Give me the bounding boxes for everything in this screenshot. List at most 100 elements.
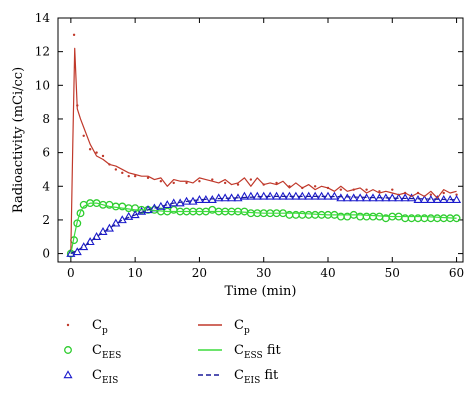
legend-label: Cp: [92, 318, 108, 336]
ceis-point: [336, 193, 346, 202]
legend-label-sub: p: [244, 326, 250, 336]
cp-point: [95, 151, 98, 154]
legend-label: CESS fit: [234, 343, 282, 361]
series-line: [70, 195, 457, 255]
cp-point: [198, 180, 201, 183]
legend-label-main: C: [234, 318, 244, 333]
y-tick-label: 2: [42, 213, 50, 227]
y-axis-label: Radioactivity (mCi/cc): [11, 67, 26, 213]
cp-point: [249, 178, 253, 181]
ceis-point: [214, 193, 224, 202]
x-tick-label: 50: [385, 266, 400, 280]
plot-frame: [57, 17, 464, 263]
cp-point: [211, 178, 214, 181]
cp-point: [365, 188, 368, 191]
legend-label-main: C: [92, 368, 102, 383]
cp-point: [455, 193, 458, 196]
ceis-point: [85, 237, 95, 246]
ceis-point: [239, 191, 249, 200]
cees-point: [336, 212, 345, 221]
ceis-point: [252, 191, 262, 200]
legend-label: Cp: [234, 318, 250, 336]
legend-label-sub: p: [102, 326, 108, 336]
cp-point: [313, 185, 317, 188]
series-group: [66, 33, 462, 258]
legend-label: CEIS: [92, 368, 118, 386]
cees-point: [304, 210, 313, 219]
ceis-point: [188, 196, 198, 205]
legend-label-main: C: [234, 343, 244, 358]
cp-point: [442, 191, 445, 195]
x-axis-label: Time (min): [225, 284, 297, 299]
series-cess-fit-solid: [70, 202, 457, 254]
x-tick-label: 30: [256, 266, 271, 280]
legend-label-main: C: [92, 318, 102, 333]
legend-label-sub: EES: [102, 351, 121, 361]
cees-point: [76, 209, 85, 218]
cees-point: [208, 205, 217, 214]
cp-point: [223, 181, 227, 185]
cp-point: [101, 154, 105, 158]
cp-point: [121, 171, 124, 175]
x-tick-label: 10: [128, 266, 143, 280]
legend-label-suffix: fit: [260, 368, 279, 383]
cees-point: [285, 210, 294, 219]
ceis-point: [220, 193, 230, 202]
cp-point: [378, 190, 381, 193]
cees-point: [343, 212, 352, 221]
cees-point: [401, 214, 410, 223]
legend-label: CEIS fit: [234, 368, 279, 386]
series-line: [70, 47, 457, 251]
legend-label-sub: ESS: [244, 351, 263, 361]
x-tick-label: 40: [320, 266, 335, 280]
series-line: [70, 202, 457, 254]
ceis-point: [162, 200, 172, 209]
ceis-point: [169, 198, 179, 207]
ceis-point: [246, 191, 256, 200]
cp-point: [339, 188, 343, 191]
ceis-point: [124, 211, 134, 220]
ceis-point: [104, 223, 114, 232]
ceis-point: [79, 242, 89, 251]
cp-point: [391, 188, 394, 191]
cp-point: [172, 181, 175, 185]
ceis-point: [92, 232, 102, 241]
ceis-point: [63, 370, 73, 379]
y-tick-label: 8: [42, 112, 50, 126]
cp-point: [88, 148, 92, 151]
ceis-point: [407, 193, 417, 202]
cees-point: [356, 212, 365, 221]
cp-point: [146, 176, 150, 180]
series-ceis-fit-dashed: [70, 195, 457, 255]
cp-point: [236, 183, 240, 186]
cp-point: [133, 174, 137, 178]
cees-point: [362, 212, 371, 221]
cp-point: [275, 181, 278, 185]
cp-point: [72, 33, 76, 37]
ceis-point: [72, 247, 82, 256]
y-tick-label: 4: [42, 179, 50, 193]
legend-label-suffix: fit: [263, 343, 282, 358]
ceis-point: [342, 193, 352, 202]
ticks-group: 0 10 20 30 40 50 60 0 2 4 6 8 10 12 14: [35, 11, 464, 280]
legend-label: CEES: [92, 343, 121, 361]
y-tick-label: 0: [42, 247, 50, 261]
cees-point: [407, 214, 416, 223]
ceis-point: [400, 193, 410, 202]
y-tick-label: 14: [35, 11, 51, 25]
ceis-point: [130, 210, 140, 219]
legend-label-sub: EIS: [102, 376, 118, 386]
cp-point: [82, 134, 85, 137]
cp-point: [127, 174, 130, 178]
series-ceis-triangles: [66, 191, 462, 257]
legend-label-main: C: [234, 368, 244, 383]
cp-point: [429, 193, 433, 196]
legend-label-sub: EIS: [244, 376, 260, 386]
ceis-point: [194, 195, 204, 203]
cees-point: [426, 214, 435, 223]
legend-label-main: C: [92, 343, 102, 358]
x-tick-label: 0: [67, 266, 75, 280]
ceis-point: [452, 195, 462, 203]
